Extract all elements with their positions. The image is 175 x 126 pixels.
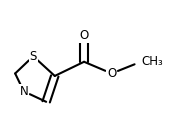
Text: N: N: [19, 85, 28, 98]
Text: O: O: [107, 67, 116, 80]
Text: O: O: [79, 29, 89, 42]
Text: S: S: [30, 50, 37, 63]
Text: CH₃: CH₃: [141, 55, 163, 68]
